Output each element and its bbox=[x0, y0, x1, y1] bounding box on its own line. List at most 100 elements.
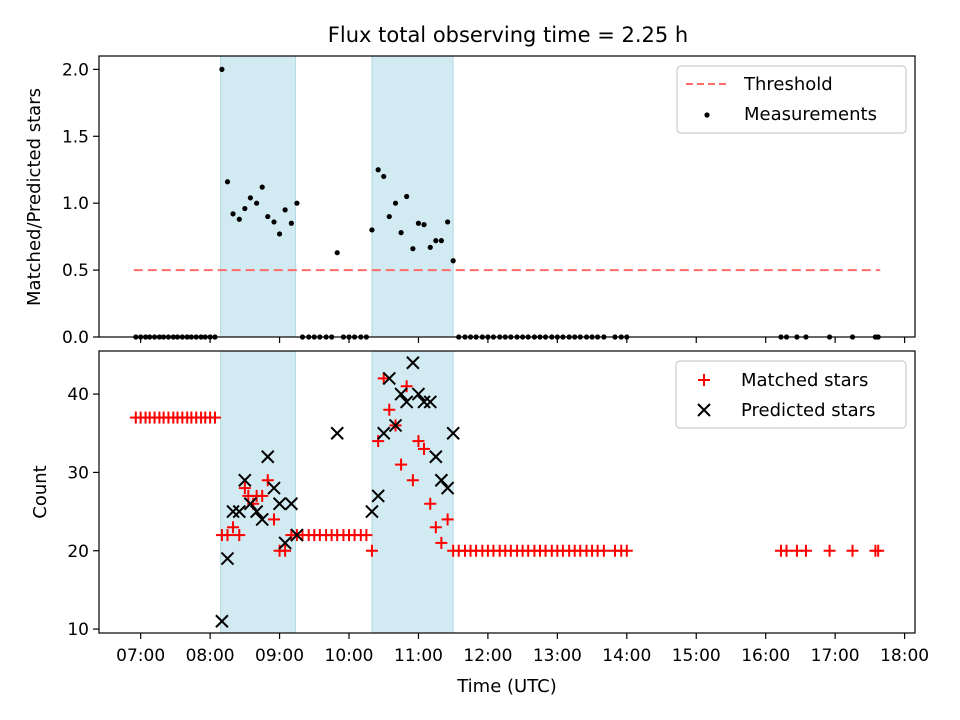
predicted-stars-series bbox=[215, 356, 460, 628]
matched-star-point bbox=[799, 544, 812, 557]
matched-star-point bbox=[261, 474, 274, 487]
predicted-star-point bbox=[243, 497, 258, 511]
measurement-point bbox=[375, 167, 381, 173]
predicted-star-point bbox=[382, 371, 396, 386]
y-tick-label: 1.5 bbox=[62, 127, 89, 147]
matched-star-point bbox=[620, 544, 633, 557]
predicted-star-point bbox=[399, 395, 414, 409]
matched-star-point bbox=[823, 544, 836, 557]
measurement-point bbox=[282, 207, 288, 213]
matched-star-point bbox=[597, 544, 610, 557]
y-tick-label: 40 bbox=[67, 385, 89, 405]
measurements-series bbox=[133, 66, 881, 340]
measurement-point bbox=[288, 220, 294, 226]
y-tick-label: 0.5 bbox=[62, 261, 89, 281]
count-axes-frame bbox=[98, 350, 916, 634]
predicted-star-point bbox=[261, 450, 275, 464]
measurement-point bbox=[404, 193, 410, 200]
measurement-point bbox=[247, 195, 253, 201]
measurement-point bbox=[433, 238, 439, 244]
measurement-point bbox=[230, 211, 236, 217]
x-tick-label: 12:00 bbox=[463, 646, 512, 666]
measurement-point bbox=[438, 238, 444, 244]
count-x-ticks: 07:00 08:00 09:00 10:00 11:00 12:00 13:00 14:00… bbox=[116, 633, 929, 666]
measurement-point bbox=[219, 66, 225, 72]
predicted-star-point bbox=[429, 450, 443, 464]
measurement-point bbox=[421, 222, 427, 228]
predicted-star-point bbox=[278, 536, 292, 550]
measurement-point bbox=[398, 230, 404, 236]
matched-star-point bbox=[418, 442, 431, 455]
x-tick-label: 15:00 bbox=[672, 646, 721, 666]
x-tick-label: 09:00 bbox=[255, 646, 304, 666]
matched-star-point bbox=[872, 544, 885, 557]
matched-star-point bbox=[256, 489, 269, 502]
x-tick-label: 13:00 bbox=[533, 646, 582, 666]
predicted-star-point bbox=[434, 473, 449, 487]
measurement-point bbox=[294, 200, 300, 206]
ratio-y-ticks: 0.0 0.5 1.0 1.5 2.0 bbox=[62, 60, 99, 348]
measurement-point bbox=[369, 227, 375, 233]
predicted-star-point bbox=[220, 551, 235, 566]
measurement-point bbox=[276, 231, 283, 237]
measurement-point bbox=[386, 213, 392, 220]
predicted-star-point bbox=[394, 387, 408, 401]
predicted-star-point bbox=[284, 497, 299, 511]
matched-star-point bbox=[238, 482, 251, 495]
measurement-point bbox=[236, 216, 242, 222]
matched-legend-marker bbox=[698, 374, 710, 386]
matched-star-point bbox=[233, 529, 246, 542]
matched-star-point bbox=[365, 544, 378, 557]
ratio-axes-frame bbox=[98, 55, 916, 338]
predicted-star-point bbox=[440, 481, 455, 495]
measurement-point bbox=[334, 250, 340, 256]
measurement-point bbox=[259, 184, 265, 190]
predicted-star-point bbox=[411, 387, 426, 401]
matched-star-point bbox=[412, 435, 425, 448]
predicted-star-point bbox=[232, 504, 246, 519]
predicted-star-point bbox=[388, 418, 403, 433]
predicted-star-point bbox=[371, 489, 385, 503]
measurements-legend-label: Measurements bbox=[744, 104, 877, 125]
x-tick-label: 16:00 bbox=[741, 646, 790, 666]
predicted-star-point bbox=[215, 614, 229, 628]
measurement-point bbox=[392, 200, 399, 206]
x-tick-label: 17:00 bbox=[811, 646, 860, 666]
measurements-legend-marker bbox=[704, 112, 710, 118]
matched-star-point bbox=[208, 411, 221, 424]
observing-window bbox=[371, 350, 454, 634]
x-axis-label: Time (UTC) bbox=[456, 676, 557, 697]
matched-star-point bbox=[846, 544, 859, 557]
predicted-star-point bbox=[272, 497, 287, 511]
matched-star-point bbox=[268, 513, 281, 526]
measurement-point bbox=[410, 246, 416, 252]
matched-legend-label: Matched stars bbox=[741, 370, 868, 391]
matched-star-point bbox=[435, 536, 448, 549]
matched-star-point bbox=[383, 403, 396, 416]
measurement-point bbox=[450, 258, 456, 264]
predicted-star-point bbox=[406, 356, 420, 370]
predicted-star-point bbox=[365, 504, 379, 519]
matched-star-point bbox=[406, 474, 419, 487]
x-tick-label: 10:00 bbox=[325, 646, 374, 666]
count-legend: Matched stars Predicted stars bbox=[675, 360, 907, 429]
x-tick-label: 07:00 bbox=[116, 646, 165, 666]
ratio-legend: Threshold Measurements bbox=[676, 65, 907, 134]
measurement-point bbox=[265, 213, 271, 220]
threshold-legend-label: Threshold bbox=[743, 74, 833, 95]
measurement-point bbox=[271, 219, 277, 225]
count-y-ticks: 10 20 30 40 bbox=[67, 385, 99, 640]
predicted-legend-label: Predicted stars bbox=[741, 400, 875, 421]
matched-star-point bbox=[395, 458, 408, 471]
observing-window bbox=[371, 55, 454, 338]
x-tick-label: 08:00 bbox=[186, 646, 235, 666]
matched-star-point bbox=[360, 529, 373, 542]
ratio-x-ticks bbox=[140, 337, 906, 343]
predicted-star-point bbox=[417, 395, 431, 409]
measurement-point bbox=[224, 179, 231, 185]
x-tick-label: 18:00 bbox=[880, 646, 929, 666]
y-tick-label: 2.0 bbox=[62, 60, 89, 80]
figure-title: Flux total observing time = 2.25 h bbox=[328, 23, 688, 47]
observing-window bbox=[220, 55, 297, 338]
